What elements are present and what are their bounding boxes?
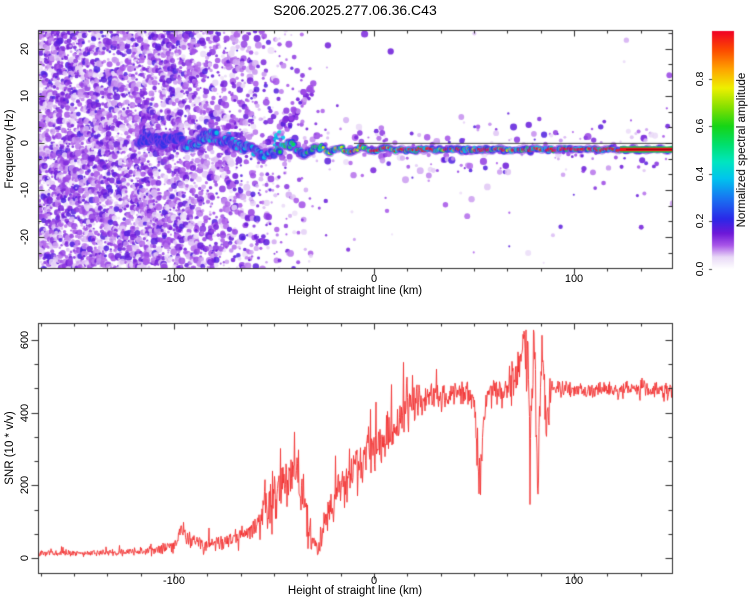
tick-label: 0.0 bbox=[694, 261, 706, 277]
tick-label: 0 bbox=[370, 575, 378, 587]
top-x-axis-title: Height of straight line (km) bbox=[287, 285, 423, 297]
bottom-x-axis-title: Height of straight line (km) bbox=[287, 585, 423, 597]
tick-label: 200 bbox=[19, 476, 31, 495]
top-y-axis-title: Frequency (Hz) bbox=[4, 109, 16, 189]
tick-label: 0.4 bbox=[694, 166, 706, 182]
colorbar-title: Normalized spectral amplitude bbox=[736, 72, 748, 228]
tick-label: 10 bbox=[19, 89, 31, 102]
tick-label: 400 bbox=[19, 403, 31, 422]
tick-label: 100 bbox=[564, 273, 584, 285]
tick-label: -10 bbox=[19, 181, 31, 198]
tick-label: 600 bbox=[19, 330, 31, 349]
tick-label: 0 bbox=[370, 273, 378, 285]
tick-label: -20 bbox=[19, 229, 31, 245]
tick-label: 20 bbox=[19, 42, 31, 55]
tick-label: 0.2 bbox=[694, 214, 706, 229]
page-title: S206.2025.277.06.36.C43 bbox=[273, 2, 437, 18]
tick-label: 0.6 bbox=[694, 118, 706, 134]
tick-label: -100 bbox=[162, 575, 186, 587]
tick-label: 0.8 bbox=[694, 71, 706, 86]
tick-label: -100 bbox=[162, 273, 186, 285]
bottom-y-axis-title: SNR (10 * v/v) bbox=[4, 411, 16, 485]
tick-label: 100 bbox=[564, 575, 584, 587]
tick-label: 0 bbox=[19, 139, 31, 146]
tick-label: 0 bbox=[19, 555, 31, 562]
